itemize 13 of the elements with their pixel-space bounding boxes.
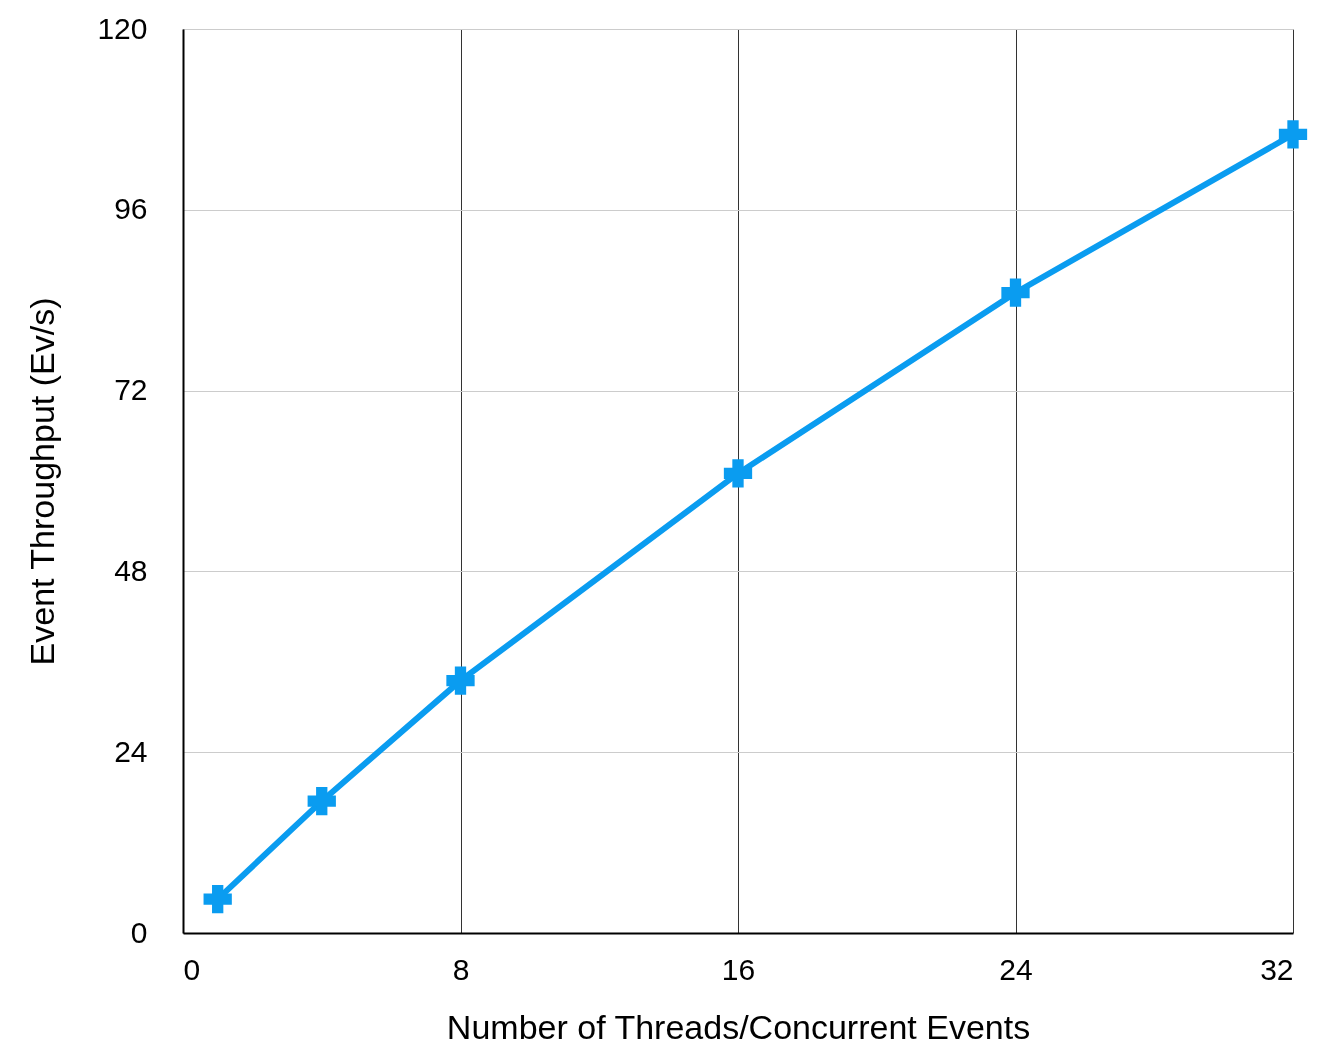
x-tick-label: 32 [1260,952,1294,986]
y-tick-label: 72 [114,373,148,407]
y-tick-label: 96 [114,192,148,226]
y-tick-label: 0 [130,915,148,949]
y-tick-label: 48 [114,553,148,587]
x-tick-label: 24 [999,952,1033,986]
x-tick-label: 16 [721,952,756,986]
x-axis-title: Number of Threads/Concurrent Events [446,1007,1031,1046]
y-tick-label: 120 [97,11,148,45]
y-tick-label: 24 [114,734,148,768]
y-axis-title: Event Throughput (Ev/s) [23,297,62,666]
x-tick-label: 8 [452,952,470,986]
x-tick-label: 0 [183,952,201,986]
